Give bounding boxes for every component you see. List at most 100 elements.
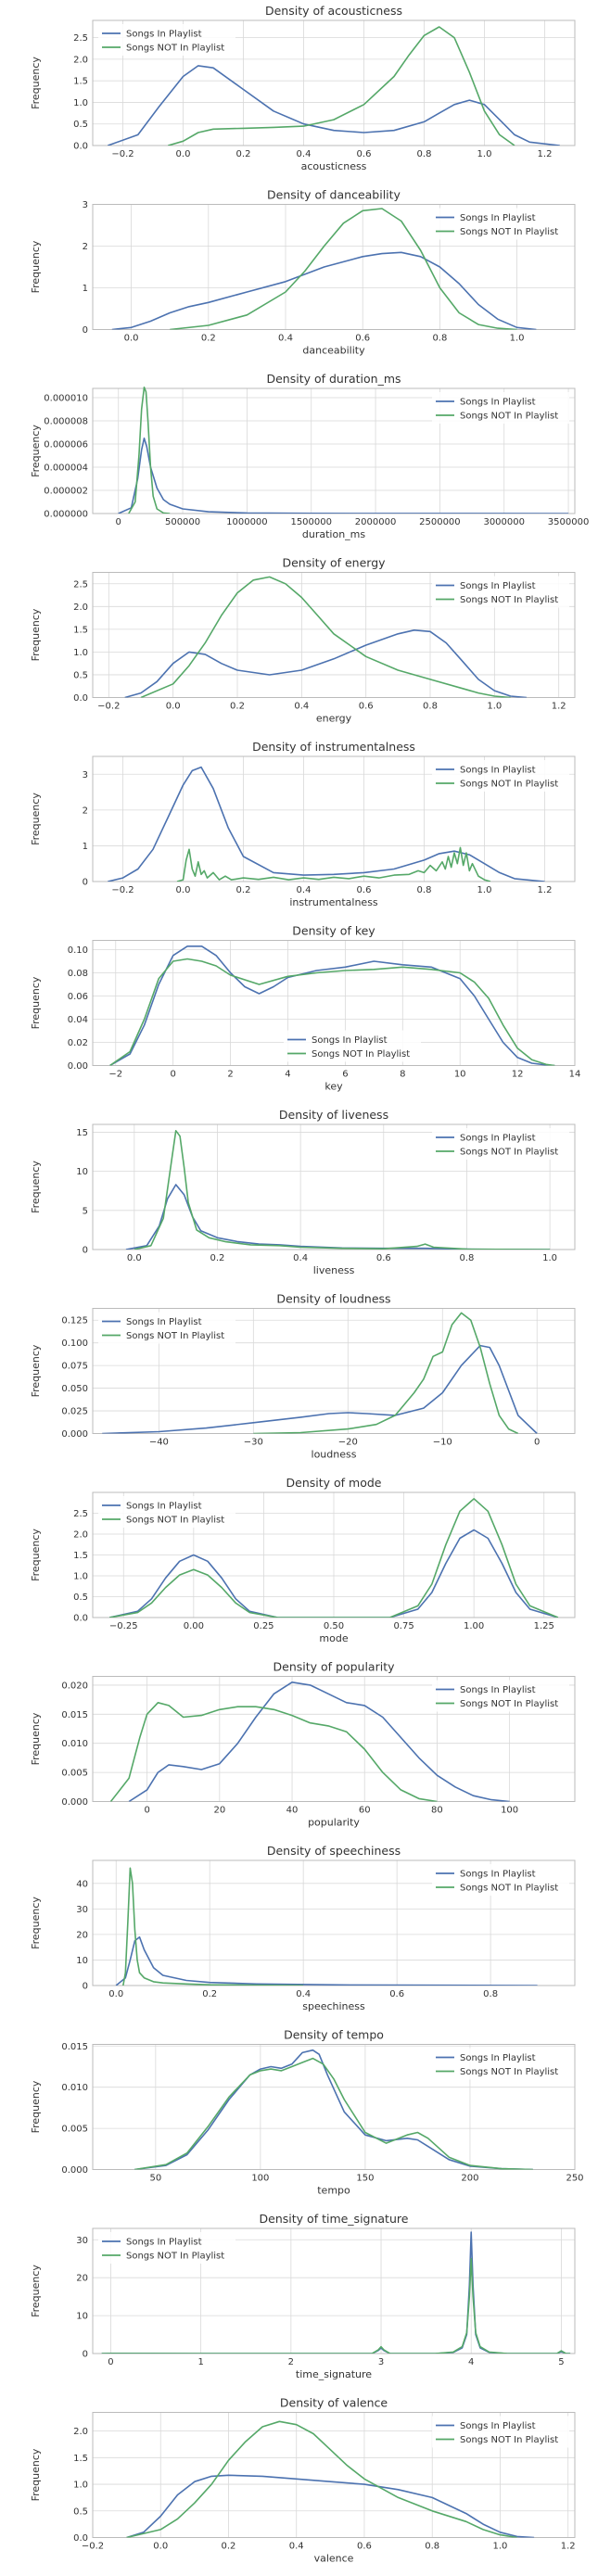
x-tick-label: 0.8 (417, 149, 432, 159)
y-tick-label: 1.5 (73, 77, 88, 87)
x-tick-label: 0.8 (459, 1253, 474, 1263)
x-tick-label: 14 (569, 1070, 581, 1080)
y-tick-label: 10 (76, 2312, 88, 2322)
y-axis-label: Frequency (30, 425, 42, 477)
legend-box (432, 576, 569, 608)
density-chart-13: Density of valence−0.2 0.0 0.2 0.4 0.6 0.8 1.0… (30, 2396, 576, 2565)
x-tick-label: 0.2 (201, 334, 216, 344)
x-tick-label: 0.2 (222, 2542, 236, 2552)
x-tick-label: 1.0 (487, 702, 502, 712)
y-axis-label: Frequency (30, 2265, 42, 2317)
legend-box (432, 1680, 569, 1712)
y-tick-label: 0.125 (61, 1316, 88, 1326)
y-tick-label: 0.000010 (44, 394, 88, 404)
legend-box (98, 1312, 235, 1344)
y-tick-label: 1.0 (73, 2481, 88, 2491)
legend-label: Songs NOT In Playlist (126, 1331, 224, 1341)
y-axis-label: Frequency (30, 2448, 42, 2501)
y-tick-label: 3 (83, 770, 88, 780)
y-axis-label: Frequency (30, 1161, 42, 1213)
legend-label: Songs NOT In Playlist (460, 1699, 558, 1709)
series-line-not-in-playlist (168, 26, 515, 146)
series-line-not-in-playlist (134, 1130, 551, 1250)
plot-frame (92, 1123, 576, 1250)
x-tick-label: 0 (108, 2357, 113, 2367)
x-tick-label: 0.2 (236, 149, 251, 159)
y-tick-label: 1.5 (73, 2454, 88, 2464)
chart-title: Density of mode (286, 1476, 382, 1490)
y-tick-label: 2 (83, 806, 88, 816)
legend: Songs In Playlist Songs NOT In Playlist (432, 2416, 569, 2448)
x-tick-label: 0 (170, 1070, 175, 1080)
y-axis-label: Frequency (30, 240, 42, 293)
chart-title: Density of loudness (276, 1292, 390, 1306)
legend-box (432, 760, 569, 792)
chart-title: Density of liveness (279, 1108, 388, 1122)
series-line-not-in-playlist (101, 2257, 571, 2354)
y-tick-label: 0.02 (68, 1038, 88, 1048)
y-tick-label: 0.5 (73, 1593, 88, 1603)
legend: Songs In Playlist Songs NOT In Playlist (432, 760, 569, 792)
legend-box (432, 208, 569, 240)
y-tick-label: 1.0 (73, 648, 88, 658)
x-axis-label: mode (319, 1632, 348, 1644)
plot-frame (92, 2412, 576, 2538)
y-tick-label: 0.050 (61, 1384, 88, 1394)
legend-label: Songs In Playlist (460, 766, 536, 776)
y-tick-label: 5 (83, 1206, 88, 1216)
x-tick-label: 100 (251, 2174, 269, 2184)
y-tick-label: 10 (76, 1167, 88, 1177)
legend: Songs In Playlist Songs NOT In Playlist (98, 1312, 235, 1344)
x-tick-label: 0 (144, 1806, 149, 1816)
y-tick-label: 1 (83, 842, 88, 852)
density-chart-12: Density of time_signature 0 1 2 3 4 5 0 10 20 30 ti… (30, 2212, 576, 2380)
y-tick-label: 2.0 (73, 55, 88, 65)
x-tick-label: 0.6 (376, 1253, 391, 1263)
y-tick-label: 2.5 (73, 33, 88, 44)
y-tick-label: 1.0 (73, 1572, 88, 1582)
y-axis-label: Frequency (30, 793, 42, 845)
y-tick-label: 0.0 (73, 142, 88, 152)
chart-title: Density of speechiness (267, 1844, 401, 1858)
x-tick-label: 0.8 (423, 702, 438, 712)
x-tick-label: −0.2 (111, 885, 134, 895)
plot-frame (92, 940, 576, 1066)
plot-frame (92, 204, 576, 330)
x-tick-label: −0.2 (97, 702, 120, 712)
x-tick-label: −10 (433, 1438, 452, 1448)
series-line-in-playlist (118, 438, 569, 514)
y-axis-label: Frequency (30, 57, 42, 109)
x-tick-label: 8 (400, 1070, 405, 1080)
legend-label: Songs In Playlist (126, 2238, 202, 2248)
y-tick-label: 0.015 (61, 2042, 88, 2052)
x-tick-label: 0.25 (253, 1621, 274, 1631)
y-axis-label: Frequency (30, 1529, 42, 1581)
x-tick-label: 250 (566, 2174, 583, 2184)
density-chart-5: Density of key −2 0 2 4 6 8 10 12 14 0.00 0.02 0.04 0… (30, 924, 580, 1093)
x-tick-label: −0.2 (111, 149, 134, 159)
x-tick-label: 2500000 (419, 517, 461, 527)
y-tick-label: 0.000002 (44, 487, 88, 497)
x-tick-label: 1.00 (464, 1621, 484, 1631)
legend-label: Songs In Playlist (126, 1317, 202, 1327)
y-tick-label: 0 (83, 1246, 88, 1256)
legend-box (432, 1864, 569, 1896)
chart-title: Density of duration_ms (266, 372, 401, 386)
x-axis-label: time_signature (296, 2368, 372, 2380)
y-tick-label: 2.5 (73, 1509, 88, 1519)
x-tick-label: 1.0 (477, 149, 492, 159)
x-tick-label: 0.4 (293, 1253, 308, 1263)
plot-frame (92, 19, 576, 146)
x-tick-label: 0.00 (184, 1621, 204, 1631)
series-line-in-playlist (126, 2474, 535, 2538)
y-tick-label: 0.000 (61, 1429, 88, 1440)
x-tick-label: 0.6 (355, 334, 370, 344)
legend-label: Songs In Playlist (460, 2421, 536, 2431)
x-axis-label: energy (316, 713, 352, 725)
x-tick-label: 2 (288, 2357, 294, 2367)
x-tick-label: 0.8 (432, 334, 447, 344)
legend-label: Songs In Playlist (126, 30, 202, 40)
x-tick-label: 1.2 (561, 2542, 576, 2552)
legend-label: Songs In Playlist (460, 213, 536, 223)
x-tick-label: 0.75 (393, 1621, 414, 1631)
